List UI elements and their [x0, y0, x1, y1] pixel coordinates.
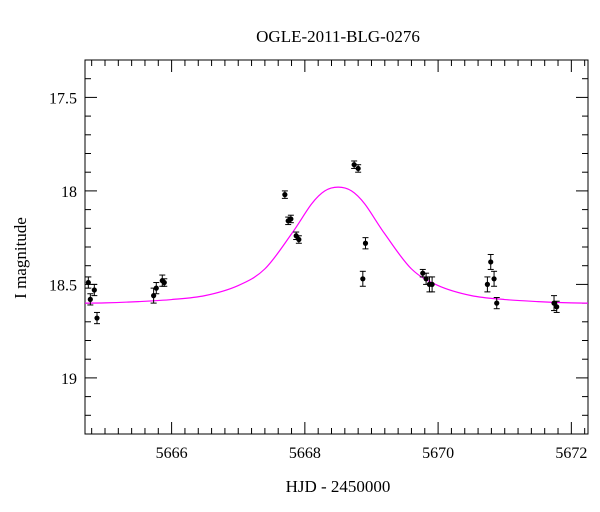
data-point — [94, 315, 100, 321]
data-point — [296, 236, 302, 243]
data-points-layer — [85, 160, 560, 325]
data-point — [85, 279, 91, 286]
data-point — [161, 279, 167, 286]
data-point — [151, 293, 157, 299]
data-point — [282, 192, 288, 198]
data-point — [360, 276, 366, 282]
data-point — [429, 281, 435, 287]
y-tick-label: 18.5 — [49, 277, 77, 294]
model-curve — [84, 186, 589, 304]
data-point — [91, 287, 97, 293]
data-point — [355, 165, 361, 172]
x-axis-label: HJD - 2450000 — [286, 477, 391, 496]
axes: 5666 5668 5670 5672 17.5 18 18.5 19 — [49, 59, 589, 462]
data-point — [491, 276, 497, 282]
y-axis-label: I magnitude — [11, 217, 30, 299]
data-point — [288, 216, 294, 222]
data-point — [551, 300, 557, 306]
plot-frame — [84, 59, 589, 435]
y-tick-label: 19 — [61, 371, 77, 388]
data-point — [488, 259, 494, 265]
data-point — [87, 296, 93, 302]
y-tick-label: 17.5 — [49, 90, 77, 107]
data-point — [423, 276, 429, 282]
x-tick-label: 5666 — [156, 445, 188, 462]
data-point — [420, 270, 426, 276]
chart-title: OGLE-2011-BLG-0276 — [256, 27, 420, 46]
y-tick-label: 18 — [61, 184, 77, 201]
model-curve-layer — [84, 186, 589, 304]
data-point — [362, 240, 369, 246]
x-tick-label: 5672 — [555, 445, 587, 462]
data-point — [351, 162, 357, 168]
x-tick-label: 5668 — [289, 445, 321, 462]
data-point — [554, 304, 560, 310]
data-point — [494, 300, 500, 306]
data-point — [484, 281, 490, 287]
x-tick-label: 5670 — [422, 445, 454, 462]
data-point — [153, 285, 159, 291]
